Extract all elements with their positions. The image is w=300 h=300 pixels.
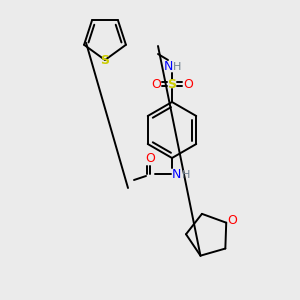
Text: S: S (100, 53, 109, 67)
Text: H: H (182, 170, 190, 180)
Text: N: N (163, 59, 173, 73)
Text: O: O (183, 77, 193, 91)
Text: O: O (227, 214, 237, 227)
Text: H: H (173, 62, 181, 72)
Text: O: O (145, 152, 155, 166)
Text: O: O (151, 77, 161, 91)
Text: N: N (171, 167, 181, 181)
Text: S: S (167, 77, 176, 91)
